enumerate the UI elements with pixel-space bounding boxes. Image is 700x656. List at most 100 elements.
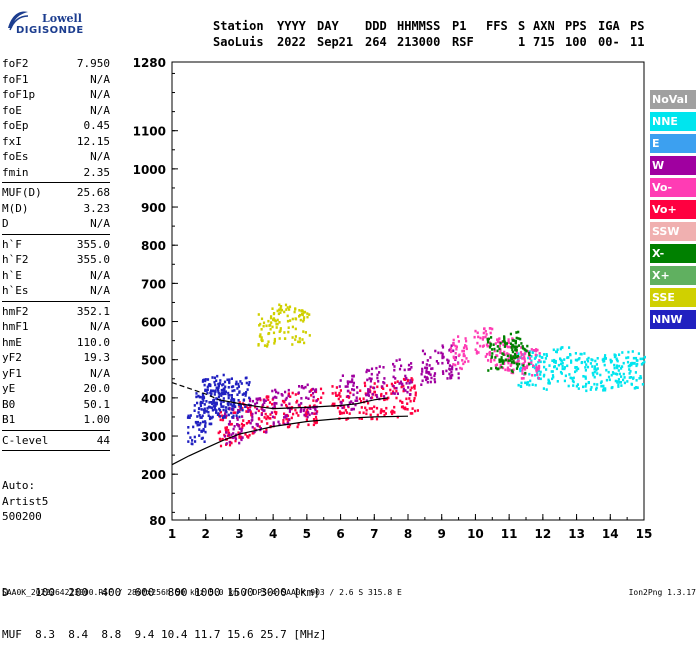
echo-point	[283, 416, 286, 419]
echo-point	[284, 415, 287, 419]
echo-point	[201, 420, 205, 424]
echo-point	[551, 374, 555, 377]
echo-point	[298, 385, 301, 388]
echo-point	[210, 406, 214, 410]
echo-point	[339, 379, 342, 382]
echo-point	[352, 381, 355, 385]
echo-point	[250, 413, 253, 417]
echo-point	[315, 399, 318, 402]
legend-entry-vo: Vo-	[650, 178, 696, 197]
echo-point	[524, 381, 527, 385]
echo-point	[425, 376, 429, 379]
echo-point	[230, 411, 233, 415]
echo-point	[269, 327, 272, 331]
echo-point	[561, 346, 564, 349]
echo-point	[621, 351, 624, 354]
echo-point	[403, 378, 406, 381]
echo-point	[485, 343, 488, 347]
echo-point	[315, 412, 318, 415]
echo-point	[633, 387, 636, 390]
param-row: foEp 0.45	[2, 118, 110, 134]
echo-point	[371, 396, 374, 399]
echo-point	[378, 365, 381, 368]
echo-point	[553, 360, 556, 364]
echo-point	[628, 376, 631, 379]
echo-point	[537, 369, 540, 373]
echo-point	[240, 438, 243, 442]
echo-point	[499, 363, 502, 367]
echo-point	[522, 366, 526, 370]
echo-point	[238, 401, 241, 404]
echo-point	[435, 360, 438, 363]
echo-point	[538, 366, 541, 370]
echo-point	[217, 386, 220, 389]
echo-point	[277, 312, 280, 316]
echo-point	[215, 411, 218, 414]
param-value: 12.15	[76, 134, 110, 148]
echo-point	[191, 442, 194, 446]
echo-point	[536, 348, 539, 352]
param-value: 20.0	[83, 382, 111, 395]
echo-point	[570, 361, 573, 364]
echo-point	[211, 415, 214, 419]
echo-point	[348, 412, 351, 415]
legend-entry-noval: NoVal	[650, 90, 696, 109]
echo-point	[528, 372, 531, 376]
echo-point	[556, 348, 559, 351]
echo-point	[490, 336, 493, 339]
echo-point	[579, 352, 582, 356]
echo-point	[288, 402, 291, 406]
echo-point	[572, 384, 575, 387]
echo-point	[593, 365, 596, 368]
echo-point	[338, 410, 341, 413]
echo-point	[517, 330, 520, 334]
echo-point	[519, 369, 522, 373]
echo-point	[497, 337, 500, 341]
echo-point	[306, 383, 309, 387]
param-row: foF1p N/A	[2, 87, 110, 103]
echo-point	[200, 416, 203, 419]
echo-point	[527, 356, 530, 360]
header-label-5: P1	[452, 19, 467, 33]
echo-point	[564, 374, 567, 378]
echo-point	[623, 381, 626, 385]
echo-point	[358, 417, 361, 420]
echo-point	[255, 407, 259, 411]
echo-point	[263, 430, 266, 434]
echo-point	[197, 411, 200, 414]
echo-point	[314, 408, 317, 412]
echo-point	[320, 396, 323, 399]
echo-point	[378, 371, 381, 374]
echo-point	[455, 367, 458, 371]
param-value: 0.45	[83, 119, 111, 132]
echo-point	[221, 418, 224, 422]
echo-point	[248, 399, 252, 403]
echo-point	[230, 433, 233, 436]
echo-point	[618, 380, 621, 384]
echo-point	[584, 375, 587, 379]
echo-point	[272, 317, 276, 320]
x-tick-label: 1	[168, 527, 176, 541]
echo-point	[227, 394, 230, 397]
echo-point	[410, 377, 413, 380]
echo-point	[234, 437, 238, 441]
echo-point	[271, 398, 274, 401]
echo-point	[240, 430, 243, 433]
echo-point	[373, 386, 376, 390]
echo-point	[222, 373, 225, 377]
echo-point	[448, 364, 451, 367]
echo-point	[639, 376, 643, 380]
echo-point	[227, 391, 230, 395]
echo-point	[238, 434, 241, 438]
echo-point	[206, 385, 209, 389]
echo-point	[297, 422, 300, 426]
echo-point	[235, 380, 238, 384]
echo-point	[219, 418, 222, 422]
echo-point	[595, 369, 598, 372]
echo-point	[196, 415, 199, 418]
echo-point	[506, 354, 509, 358]
echo-point	[275, 402, 278, 405]
echo-point	[496, 338, 499, 341]
echo-point	[576, 383, 579, 386]
x-tick-label: 3	[235, 527, 243, 541]
